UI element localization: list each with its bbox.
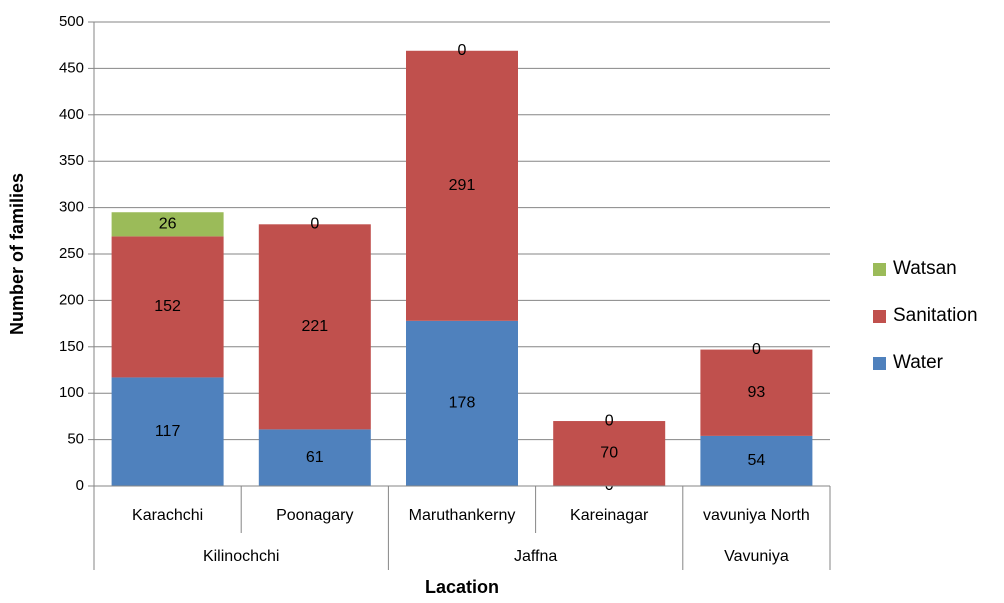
x-tick-label: vavuniya North xyxy=(703,507,810,524)
y-tick-label: 350 xyxy=(59,152,84,169)
group-label: Vavuniya xyxy=(724,548,789,565)
data-label-watsan: 0 xyxy=(310,216,319,233)
y-tick-label: 0 xyxy=(76,477,84,494)
bar-sanitation-2 xyxy=(406,50,518,321)
chart-legend: Watsan Sanitation Water xyxy=(873,254,1004,395)
legend-swatch xyxy=(873,356,886,370)
data-label-sanitation: 291 xyxy=(449,177,476,194)
legend-swatch xyxy=(873,309,886,323)
legend-label: Watsan xyxy=(893,258,957,279)
x-axis-title: Lacation xyxy=(425,577,499,597)
legend-label: Sanitation xyxy=(893,305,978,326)
bar-sanitation-0 xyxy=(111,236,224,378)
group-label: Kilinochchi xyxy=(203,548,279,565)
bar-water-4 xyxy=(700,435,813,486)
legend-swatch xyxy=(873,262,886,276)
bar-water-1 xyxy=(258,429,371,486)
legend-item-water: Water xyxy=(873,348,1004,378)
data-label-sanitation: 152 xyxy=(154,298,181,315)
legend-label: Water xyxy=(893,352,943,373)
data-label-watsan: 0 xyxy=(752,341,761,358)
x-tick-label: Karachchi xyxy=(132,507,203,524)
y-tick-label: 50 xyxy=(67,431,84,448)
data-label-water: 54 xyxy=(748,452,766,469)
data-label-water: 61 xyxy=(306,449,324,466)
y-tick-label: 100 xyxy=(59,384,84,401)
bar-water-2 xyxy=(406,320,518,486)
x-tick-label: Poonagary xyxy=(276,507,353,524)
y-tick-label: 400 xyxy=(59,106,84,123)
data-label-water: 117 xyxy=(155,423,181,440)
legend-item-watsan: Watsan xyxy=(873,254,1004,284)
bar-water-0 xyxy=(111,377,224,486)
data-label-sanitation: 93 xyxy=(748,384,766,401)
bar-sanitation-1 xyxy=(258,224,371,430)
bar-sanitation-3 xyxy=(553,421,666,486)
bar-watsan-0 xyxy=(111,212,224,237)
data-label-watsan: 0 xyxy=(605,412,614,429)
x-tick-label: Maruthankerny xyxy=(409,507,516,524)
y-tick-label: 300 xyxy=(59,199,84,216)
data-label-watsan: 0 xyxy=(458,42,467,59)
data-label-sanitation: 221 xyxy=(301,318,328,335)
y-axis-title: Number of families xyxy=(7,173,27,335)
legend-item-sanitation: Sanitation xyxy=(873,301,1004,331)
y-tick-label: 500 xyxy=(59,13,84,30)
data-label-water: 178 xyxy=(449,395,476,412)
group-label: Jaffna xyxy=(514,548,557,565)
data-label-watsan: 26 xyxy=(159,216,177,233)
y-tick-label: 200 xyxy=(59,291,84,308)
y-tick-label: 450 xyxy=(59,59,84,76)
y-tick-label: 250 xyxy=(59,245,84,262)
y-tick-label: 150 xyxy=(59,338,84,355)
bar-sanitation-4 xyxy=(700,349,813,436)
x-tick-label: Kareinagar xyxy=(570,507,649,524)
data-label-sanitation: 70 xyxy=(600,445,618,462)
